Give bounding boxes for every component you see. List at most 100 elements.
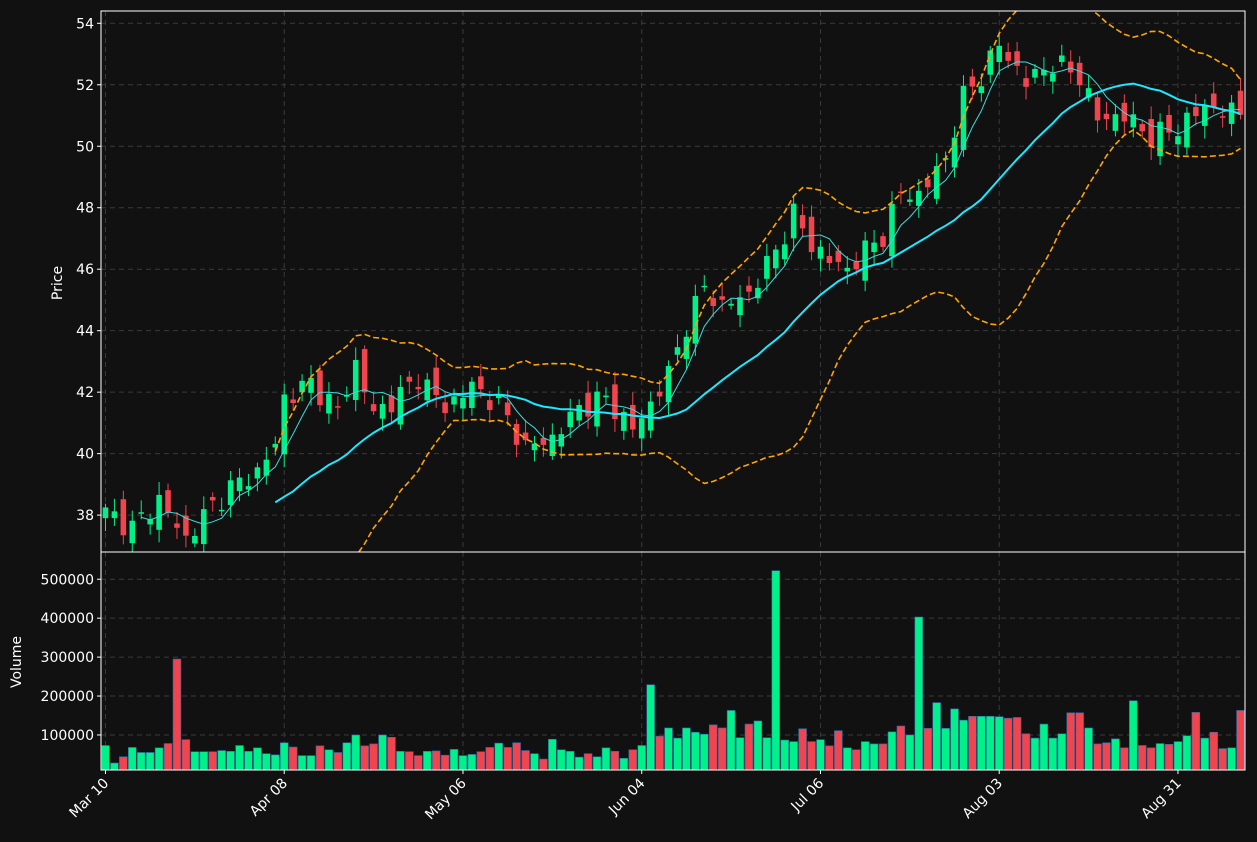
volume-bar bbox=[521, 750, 530, 771]
candle-body bbox=[773, 249, 779, 269]
candle-body bbox=[996, 45, 1002, 63]
volume-bar bbox=[682, 727, 691, 771]
candle-body bbox=[674, 347, 681, 355]
volume-bar bbox=[422, 751, 432, 771]
candle-body bbox=[1157, 121, 1163, 157]
candle-body bbox=[719, 296, 725, 300]
volume-bar bbox=[548, 738, 557, 771]
volume-bar bbox=[637, 745, 646, 771]
candle-body bbox=[522, 432, 529, 441]
candle-body bbox=[1103, 113, 1110, 120]
candle-body bbox=[326, 393, 332, 414]
price-grid bbox=[101, 11, 1245, 552]
candle-body bbox=[245, 486, 252, 490]
volume-tick-label: 100000 bbox=[41, 728, 94, 744]
volume-bar bbox=[1209, 731, 1218, 771]
candle-body bbox=[692, 295, 699, 344]
volume-bar bbox=[860, 741, 870, 771]
volume-bar bbox=[583, 753, 593, 771]
candle-body bbox=[451, 396, 457, 405]
candle-body bbox=[576, 404, 582, 421]
candle-body bbox=[1014, 51, 1020, 66]
volume-bar bbox=[1048, 737, 1058, 771]
candle-body bbox=[594, 391, 600, 427]
price-axis-label: Price bbox=[50, 266, 66, 300]
price-tick-label: 48 bbox=[76, 201, 94, 217]
volume-bar bbox=[905, 734, 915, 771]
volume-bar bbox=[1164, 744, 1174, 771]
candle-body bbox=[567, 411, 573, 428]
candle-body bbox=[558, 434, 565, 447]
volume-bar bbox=[565, 751, 575, 771]
volume-bar bbox=[557, 749, 566, 771]
candle-body bbox=[156, 494, 162, 530]
volume-bar bbox=[110, 762, 119, 771]
volume-bar bbox=[923, 728, 932, 771]
volume-panel-frame bbox=[100, 551, 1246, 771]
volume-bar bbox=[601, 747, 611, 771]
candle-body bbox=[1067, 61, 1074, 73]
volume-bar bbox=[297, 755, 307, 771]
volume-tick-label: 200000 bbox=[41, 689, 94, 705]
candle-body bbox=[388, 395, 395, 413]
candle-body bbox=[924, 179, 931, 188]
volume-bar bbox=[941, 728, 950, 771]
candle-body bbox=[1219, 116, 1226, 118]
volume-bar bbox=[449, 749, 459, 771]
volume-tick-label: 500000 bbox=[41, 572, 94, 588]
volume-bar bbox=[1120, 747, 1129, 771]
candle-body bbox=[379, 403, 386, 419]
candle-body bbox=[781, 244, 788, 260]
volume-bar bbox=[619, 758, 629, 771]
candle-body bbox=[165, 490, 171, 513]
volume-bar bbox=[262, 753, 271, 771]
volume-bar bbox=[306, 755, 316, 771]
candle-body bbox=[638, 418, 645, 439]
volume-bar bbox=[503, 747, 512, 771]
volume-bar bbox=[950, 708, 959, 771]
candle-body bbox=[817, 246, 824, 259]
candle-body bbox=[442, 402, 448, 414]
volume-bar bbox=[253, 747, 262, 771]
candle-body bbox=[1032, 68, 1038, 78]
volume-bar bbox=[414, 755, 423, 771]
volume-bar bbox=[101, 745, 110, 771]
candle-body bbox=[263, 459, 270, 476]
volume-bar bbox=[816, 739, 825, 771]
lower-band-line bbox=[357, 129, 1241, 552]
volume-bar bbox=[1218, 748, 1227, 771]
candle-body bbox=[916, 190, 922, 206]
candle-body bbox=[808, 216, 815, 253]
candle-body bbox=[272, 443, 279, 448]
volume-bar bbox=[342, 742, 352, 771]
volume-bar bbox=[726, 710, 736, 771]
volume-bar bbox=[869, 743, 879, 771]
volume-bar bbox=[181, 739, 191, 771]
volume-axis-label: Volume bbox=[9, 636, 25, 688]
volume-bar bbox=[1129, 700, 1138, 771]
candle-body bbox=[969, 76, 976, 87]
volume-bar bbox=[351, 734, 360, 771]
candle-body bbox=[907, 199, 913, 202]
volume-bar bbox=[574, 756, 584, 771]
candle-body bbox=[1139, 124, 1145, 132]
volume-bar bbox=[771, 570, 781, 771]
volume-bar bbox=[244, 751, 253, 771]
volume-bar bbox=[807, 741, 816, 771]
volume-bar bbox=[780, 739, 789, 771]
volume-bar bbox=[887, 731, 897, 771]
candle-body bbox=[120, 499, 127, 536]
candle-body bbox=[227, 480, 234, 505]
volume-bar bbox=[1191, 712, 1201, 771]
volume-bar bbox=[163, 743, 173, 771]
candle-body bbox=[352, 359, 359, 400]
volume-bar bbox=[1200, 737, 1210, 771]
slow-ma-line bbox=[274, 82, 1241, 504]
candle-body bbox=[844, 267, 851, 272]
candle-body bbox=[826, 255, 833, 263]
volume-bar bbox=[968, 715, 977, 771]
volume-bar bbox=[485, 747, 495, 771]
candle-body bbox=[1023, 78, 1029, 87]
candle-body bbox=[504, 402, 511, 416]
volume-bar bbox=[360, 745, 369, 771]
